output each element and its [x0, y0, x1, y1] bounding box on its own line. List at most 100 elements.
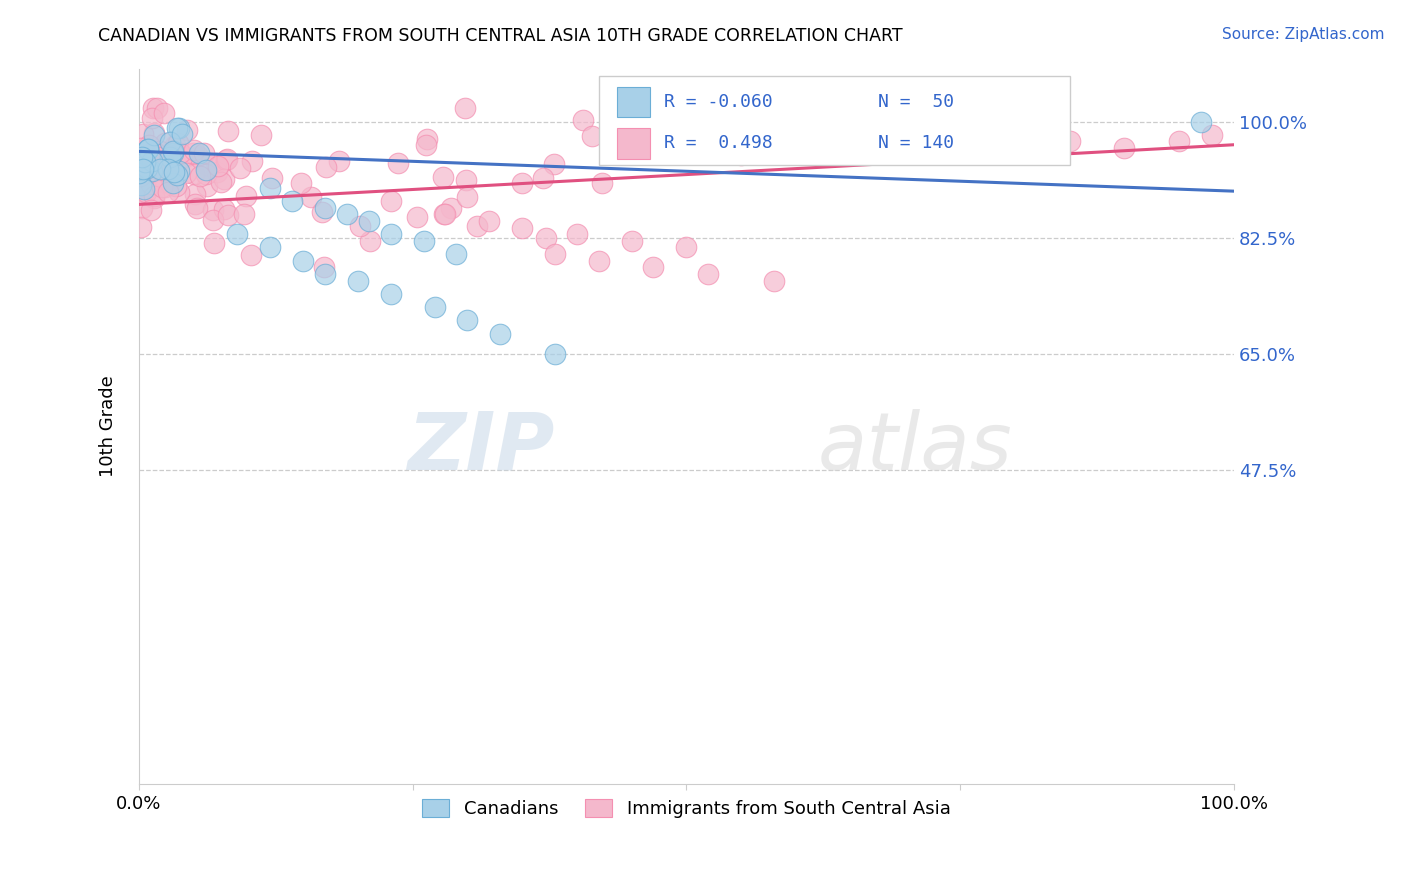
Point: [454, 172, 477, 186]
Point: [136, 142, 159, 156]
Point: [145, 101, 167, 115]
Point: [155, 136, 177, 150]
Point: [163, 165, 186, 179]
Point: [314, 260, 336, 275]
Point: [347, 274, 370, 288]
Point: [380, 194, 402, 208]
Point: [129, 178, 152, 192]
Point: [336, 207, 359, 221]
Point: [207, 159, 229, 173]
Point: [160, 157, 183, 171]
Point: [153, 156, 176, 170]
Point: [544, 346, 567, 360]
Point: [167, 136, 190, 150]
Point: [1201, 128, 1223, 142]
Point: [259, 240, 281, 254]
Point: [156, 161, 179, 176]
Point: [132, 159, 155, 173]
Point: [250, 128, 273, 143]
Point: [142, 101, 165, 115]
Point: [412, 234, 434, 248]
Point: [259, 181, 281, 195]
Point: [152, 175, 174, 189]
Point: [162, 176, 184, 190]
Point: [166, 121, 188, 136]
Point: [152, 106, 174, 120]
Point: [1189, 114, 1212, 128]
Point: [215, 153, 238, 167]
Point: [170, 150, 193, 164]
Point: [183, 168, 205, 182]
Point: [156, 186, 179, 200]
Point: [134, 185, 156, 199]
Point: [134, 177, 156, 191]
Point: [152, 163, 174, 178]
Point: [138, 149, 160, 163]
Point: [167, 164, 190, 178]
Point: [129, 168, 152, 182]
Point: [209, 175, 232, 189]
Point: [132, 162, 155, 177]
Point: [915, 128, 938, 142]
Point: [544, 247, 567, 261]
Text: ZIP: ZIP: [408, 409, 555, 487]
Point: [489, 326, 512, 341]
Point: [139, 149, 162, 163]
Point: [141, 146, 163, 161]
Point: [328, 153, 350, 168]
Point: [314, 201, 336, 215]
Point: [135, 185, 157, 199]
Point: [195, 167, 218, 181]
Point: [142, 190, 165, 204]
Point: [432, 169, 454, 184]
Point: [187, 149, 209, 163]
Point: [167, 121, 190, 136]
Point: [572, 112, 595, 127]
Point: [135, 147, 157, 161]
Point: [456, 190, 478, 204]
Point: [446, 247, 468, 261]
Point: [311, 205, 333, 219]
Point: [184, 186, 207, 201]
Point: [226, 227, 249, 242]
Point: [359, 234, 381, 248]
Point: [588, 253, 610, 268]
Point: [142, 126, 165, 140]
Point: [160, 149, 183, 163]
Point: [217, 208, 239, 222]
Point: [239, 248, 262, 262]
Text: N = 140: N = 140: [877, 135, 955, 153]
Point: [195, 162, 218, 177]
Point: [132, 127, 155, 141]
Point: [181, 146, 204, 161]
Point: [174, 150, 197, 164]
Point: [195, 179, 218, 194]
Point: [131, 169, 153, 183]
Point: [675, 240, 697, 254]
FancyBboxPatch shape: [617, 87, 650, 118]
Point: [131, 150, 153, 164]
Point: [434, 207, 457, 221]
Point: [166, 179, 188, 194]
Point: [188, 146, 211, 161]
Point: [132, 182, 155, 196]
Point: [129, 220, 152, 235]
Point: [730, 147, 752, 161]
Text: Source: ZipAtlas.com: Source: ZipAtlas.com: [1222, 27, 1385, 42]
Point: [240, 153, 263, 168]
Point: [145, 170, 167, 185]
Point: [565, 227, 588, 242]
Point: [162, 144, 184, 158]
Point: [169, 185, 191, 199]
Point: [204, 155, 226, 169]
Point: [141, 164, 163, 178]
Point: [141, 177, 163, 191]
Point: [148, 150, 170, 164]
Point: [235, 189, 257, 203]
Point: [149, 161, 172, 176]
Point: [141, 146, 163, 161]
Point: [380, 227, 402, 242]
Point: [212, 171, 235, 186]
Point: [531, 171, 554, 186]
Point: [349, 219, 371, 234]
